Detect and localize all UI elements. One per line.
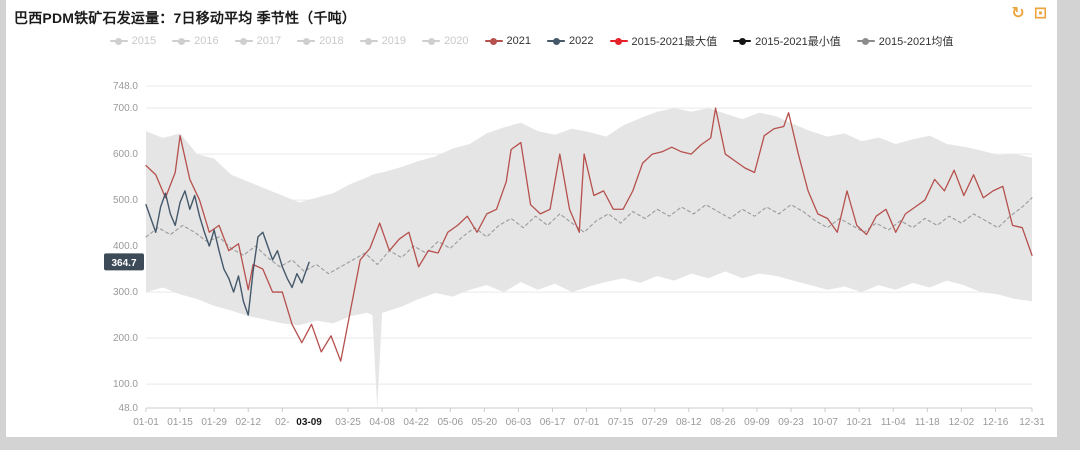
svg-text:03-25: 03-25: [335, 417, 361, 428]
svg-text:12-02: 12-02: [949, 417, 975, 428]
legend-item-2021[interactable]: 2021: [484, 35, 532, 47]
legend-label: 2015-2021最小值: [755, 36, 841, 48]
legend-item-2020[interactable]: 2020: [422, 35, 469, 47]
legend-item-2019[interactable]: 2019: [359, 35, 407, 47]
svg-text:11-04: 11-04: [881, 417, 906, 428]
svg-text:400.0: 400.0: [113, 241, 138, 252]
legend-dot-icon: [490, 37, 498, 45]
svg-text:12-31: 12-31: [1019, 417, 1045, 428]
legend-item-2015-2021最小值[interactable]: 2015-2021最小值: [733, 33, 841, 49]
svg-text:06-03: 06-03: [506, 417, 532, 428]
svg-text:02-12: 02-12: [235, 417, 261, 428]
legend-dot-icon: [365, 37, 373, 45]
svg-text:500.0: 500.0: [113, 195, 138, 206]
svg-text:09-23: 09-23: [778, 417, 804, 428]
legend-dot-icon: [615, 37, 623, 45]
legend-label: 2022: [569, 35, 594, 47]
legend-marker-icon: [297, 37, 316, 45]
legend-marker-icon: [359, 37, 378, 45]
svg-text:01-29: 01-29: [201, 417, 227, 428]
legend-item-2022[interactable]: 2022: [547, 35, 594, 47]
legend-dot-icon: [240, 37, 248, 45]
svg-text:10-07: 10-07: [812, 417, 838, 428]
svg-text:300.0: 300.0: [113, 287, 138, 298]
legend-label: 2021: [506, 35, 532, 47]
legend-dot-icon: [302, 37, 310, 45]
chart-panel: 巴西PDM铁矿石发运量：7日移动平均 季节性（千吨） ↻ ⊡ 2015 2016 2…: [6, 0, 1057, 437]
save-image-icon[interactable]: ⊡: [1033, 5, 1047, 22]
svg-text:10-21: 10-21: [846, 417, 872, 428]
legend: 2015 2016 2017 2018 2019 2020 2021 2022 2015-202…: [6, 33, 1057, 49]
legend-marker-icon: [547, 37, 566, 45]
refresh-icon[interactable]: ↻: [1011, 5, 1025, 22]
svg-text:07-15: 07-15: [608, 417, 634, 428]
legend-label: 2015-2021最大值: [631, 36, 718, 48]
legend-dot-icon: [862, 37, 870, 45]
svg-text:03-09: 03-09: [296, 417, 322, 428]
legend-marker-icon: [856, 37, 875, 45]
svg-text:200.0: 200.0: [113, 333, 138, 344]
legend-item-2015-2021均值[interactable]: 2015-2021均值: [856, 33, 954, 49]
svg-text:364.7: 364.7: [111, 258, 136, 269]
legend-label: 2016: [194, 35, 219, 47]
svg-text:07-01: 07-01: [574, 417, 600, 428]
legend-item-2015-2021最大值[interactable]: 2015-2021最大值: [609, 33, 718, 49]
svg-text:48.0: 48.0: [119, 403, 139, 414]
svg-text:04-22: 04-22: [403, 417, 429, 428]
legend-item-2015[interactable]: 2015: [109, 35, 157, 47]
chart-title: 巴西PDM铁矿石发运量：7日移动平均 季节性（千吨）: [14, 10, 356, 26]
legend-dot-icon: [115, 37, 123, 45]
legend-marker-icon: [234, 37, 253, 45]
legend-marker-icon: [609, 37, 628, 45]
svg-text:748.0: 748.0: [113, 81, 138, 92]
legend-label: 2019: [381, 35, 407, 47]
svg-text:700.0: 700.0: [113, 103, 138, 114]
legend-marker-icon: [484, 37, 503, 45]
legend-label: 2017: [256, 35, 282, 47]
svg-text:100.0: 100.0: [113, 379, 138, 390]
legend-label: 2015-2021均值: [878, 36, 954, 48]
legend-dot-icon: [738, 37, 746, 45]
svg-text:08-12: 08-12: [676, 417, 702, 428]
legend-marker-icon: [733, 37, 752, 45]
legend-item-2018[interactable]: 2018: [297, 35, 344, 47]
legend-item-2016[interactable]: 2016: [172, 35, 219, 47]
svg-text:05-20: 05-20: [472, 417, 498, 428]
seasonality-chart[interactable]: 748.0 700.0 600.0 500.0 400.0 300.0 200.0 100.0…: [6, 0, 1057, 437]
legend-dot-icon: [177, 37, 185, 45]
legend-marker-icon: [422, 37, 441, 45]
svg-text:05-06: 05-06: [437, 417, 463, 428]
legend-label: 2018: [319, 35, 344, 47]
legend-label: 2015: [131, 35, 157, 47]
svg-text:12-16: 12-16: [983, 417, 1009, 428]
legend-dot-icon: [552, 37, 560, 45]
svg-text:04-08: 04-08: [369, 417, 395, 428]
svg-text:02-: 02-: [275, 417, 289, 428]
chart-toolbar: ↻ ⊡: [1011, 6, 1047, 22]
svg-text:01-15: 01-15: [167, 417, 193, 428]
legend-marker-icon: [172, 37, 191, 45]
svg-text:11-18: 11-18: [915, 417, 940, 428]
svg-text:09-09: 09-09: [744, 417, 770, 428]
svg-text:01-01: 01-01: [133, 417, 159, 428]
legend-dot-icon: [427, 37, 435, 45]
svg-text:07-29: 07-29: [642, 417, 668, 428]
legend-marker-icon: [109, 37, 128, 45]
legend-item-2017[interactable]: 2017: [234, 35, 282, 47]
svg-text:08-26: 08-26: [710, 417, 736, 428]
svg-text:600.0: 600.0: [113, 149, 138, 160]
svg-text:06-17: 06-17: [540, 417, 566, 428]
legend-label: 2020: [444, 35, 469, 47]
